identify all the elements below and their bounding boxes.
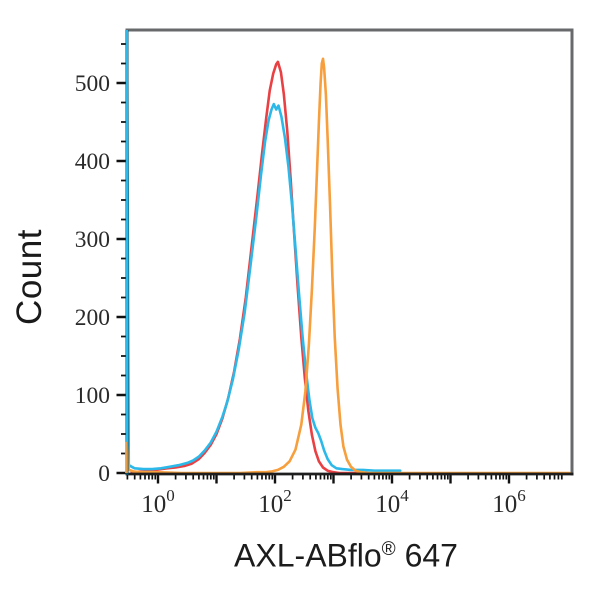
curve-cyan bbox=[125, 29, 402, 475]
x-axis-title-main: AXL-ABflo bbox=[234, 537, 382, 574]
x-axis-title-suffix: 647 bbox=[395, 537, 458, 574]
y-axis-minor-ticks bbox=[121, 43, 127, 455]
y-tick-label: 0 bbox=[98, 461, 110, 487]
x-tick-label: 102 bbox=[258, 486, 292, 518]
axis-ticks bbox=[116, 43, 563, 484]
curve-orange bbox=[125, 57, 571, 475]
x-tick-label: 104 bbox=[375, 486, 409, 518]
histogram-curves bbox=[125, 29, 571, 475]
x-axis-title: AXL-ABflo® 647 bbox=[234, 538, 458, 575]
y-tick-label: 100 bbox=[75, 383, 110, 409]
curve-red bbox=[130, 60, 365, 475]
registered-trademark-symbol: ® bbox=[381, 538, 396, 560]
plot-frame bbox=[125, 28, 574, 476]
x-axis-major-ticks bbox=[156, 474, 511, 484]
y-axis-major-ticks bbox=[116, 81, 127, 475]
tick-labels: 0 100 200 300 400 500 100 102 104 106 bbox=[75, 71, 526, 518]
y-tick-label: 200 bbox=[75, 305, 110, 331]
y-tick-label: 400 bbox=[75, 149, 110, 175]
y-axis-title: Count bbox=[10, 229, 49, 325]
x-axis-minor-ticks bbox=[126, 474, 563, 480]
x-tick-label: 100 bbox=[141, 486, 175, 518]
y-tick-label: 300 bbox=[75, 227, 110, 253]
y-tick-label: 500 bbox=[75, 71, 110, 97]
x-tick-label: 106 bbox=[492, 486, 526, 518]
